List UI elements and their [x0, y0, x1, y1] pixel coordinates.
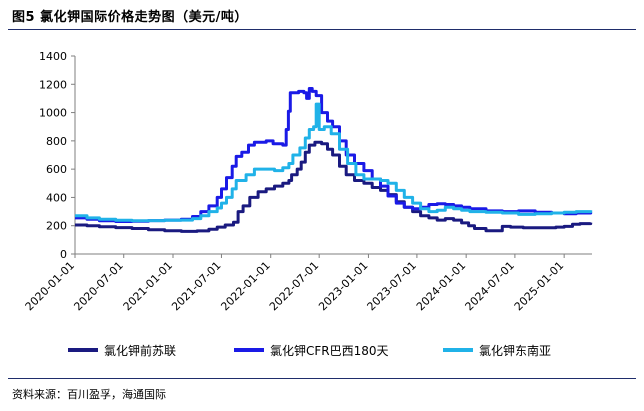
- x-tick-label: 2021-01-01: [121, 259, 175, 313]
- top-rule: [8, 29, 636, 30]
- y-tick-label: 600: [46, 163, 67, 176]
- y-tick-label: 1000: [39, 107, 67, 120]
- x-tick-label: 2021-07-01: [169, 259, 223, 313]
- legend-label-1: 氯化钾前苏联: [104, 343, 176, 358]
- legend-label-2: 氯化钾CFR巴西180天: [270, 344, 389, 358]
- chart-legend: 氯化钾前苏联 氯化钾CFR巴西180天 氯化钾东南亚: [68, 343, 551, 358]
- legend-label-3: 氯化钾东南亚: [479, 343, 551, 358]
- x-tick-label: 2024-01-01: [414, 259, 468, 313]
- x-tick-label: 2025-01-01: [512, 259, 566, 313]
- series-line-3: [75, 102, 593, 223]
- y-tick-label: 1400: [39, 50, 67, 63]
- x-tick-label: 2024-07-01: [463, 259, 517, 313]
- y-tick-label: 1200: [39, 78, 67, 91]
- figure-title: 图5 氯化钾国际价格走势图（美元/吨）: [12, 10, 248, 25]
- y-tick-label: 0: [60, 248, 67, 261]
- x-tick-label: 2023-07-01: [365, 259, 419, 313]
- x-tick-label: 2022-07-01: [267, 259, 321, 313]
- series-line-2: [75, 87, 593, 223]
- x-tick-label: 2020-07-01: [71, 259, 125, 313]
- y-tick-label: 800: [46, 135, 67, 148]
- source-note: 资料来源：百川盈孚，海通国际: [12, 388, 166, 401]
- x-tick-label: 2023-01-01: [316, 259, 370, 313]
- series-layer: [75, 87, 593, 233]
- y-tick-label: 400: [46, 191, 67, 204]
- series-line-1: [75, 140, 593, 233]
- x-tick-label: 2020-01-01: [23, 259, 77, 313]
- chart-axes: 0 200 400 600 800 1000 1200 1400 2020-01-012020-…: [23, 50, 592, 313]
- y-tick-label: 200: [46, 220, 67, 233]
- bottom-rule: [8, 378, 636, 379]
- x-tick-label: 2022-01-01: [218, 259, 272, 313]
- line-chart: 0 200 400 600 800 1000 1200 1400 2020-01-012020-…: [23, 50, 593, 358]
